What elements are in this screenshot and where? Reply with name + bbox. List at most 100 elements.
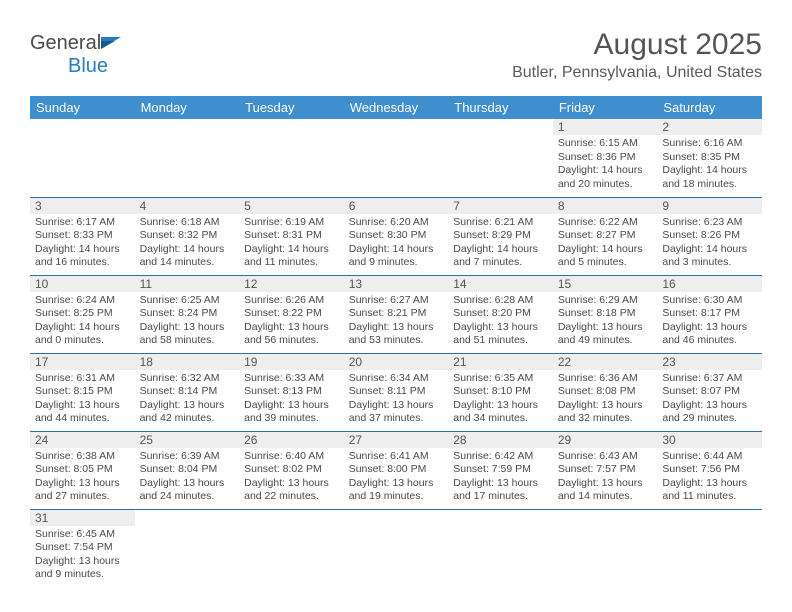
calendar-cell: 20Sunrise: 6:34 AM Sunset: 8:11 PM Dayli…	[344, 353, 449, 431]
calendar-cell: 11Sunrise: 6:25 AM Sunset: 8:24 PM Dayli…	[135, 275, 240, 353]
header: GeneralBlue August 2025 Butler, Pennsylv…	[30, 28, 762, 82]
day-number: 23	[657, 354, 762, 370]
day-details: Sunrise: 6:44 AM Sunset: 7:56 PM Dayligh…	[657, 448, 762, 508]
day-details: Sunrise: 6:22 AM Sunset: 8:27 PM Dayligh…	[553, 214, 658, 274]
day-number: 31	[30, 510, 135, 526]
calendar-cell: ..	[448, 119, 553, 197]
day-header: Sunday	[30, 96, 135, 119]
day-number: 9	[657, 198, 762, 214]
day-details: Sunrise: 6:33 AM Sunset: 8:13 PM Dayligh…	[239, 370, 344, 430]
calendar-week-row: 24Sunrise: 6:38 AM Sunset: 8:05 PM Dayli…	[30, 431, 762, 509]
day-details: Sunrise: 6:16 AM Sunset: 8:35 PM Dayligh…	[657, 135, 762, 195]
calendar-cell: 6Sunrise: 6:20 AM Sunset: 8:30 PM Daylig…	[344, 197, 449, 275]
calendar-cell: 17Sunrise: 6:31 AM Sunset: 8:15 PM Dayli…	[30, 353, 135, 431]
day-details: Sunrise: 6:28 AM Sunset: 8:20 PM Dayligh…	[448, 292, 553, 352]
brand-name: GeneralBlue	[30, 32, 123, 78]
day-number: 14	[448, 276, 553, 292]
day-number: 3	[30, 198, 135, 214]
day-number: 26	[239, 432, 344, 448]
day-number: 11	[135, 276, 240, 292]
day-details: Sunrise: 6:30 AM Sunset: 8:17 PM Dayligh…	[657, 292, 762, 352]
day-number: 29	[553, 432, 658, 448]
day-number: 10	[30, 276, 135, 292]
day-number: 7	[448, 198, 553, 214]
calendar-week-row: 3Sunrise: 6:17 AM Sunset: 8:33 PM Daylig…	[30, 197, 762, 275]
day-number: 19	[239, 354, 344, 370]
calendar-cell: 10Sunrise: 6:24 AM Sunset: 8:25 PM Dayli…	[30, 275, 135, 353]
day-details: Sunrise: 6:39 AM Sunset: 8:04 PM Dayligh…	[135, 448, 240, 508]
calendar-cell: ..	[135, 509, 240, 587]
day-number: 20	[344, 354, 449, 370]
calendar-cell: 5Sunrise: 6:19 AM Sunset: 8:31 PM Daylig…	[239, 197, 344, 275]
flag-icon	[101, 32, 123, 55]
calendar-cell: 15Sunrise: 6:29 AM Sunset: 8:18 PM Dayli…	[553, 275, 658, 353]
calendar-cell: 13Sunrise: 6:27 AM Sunset: 8:21 PM Dayli…	[344, 275, 449, 353]
brand-logo: GeneralBlue	[30, 28, 123, 78]
day-number: 25	[135, 432, 240, 448]
day-details: Sunrise: 6:37 AM Sunset: 8:07 PM Dayligh…	[657, 370, 762, 430]
day-number: 13	[344, 276, 449, 292]
calendar-cell: ..	[657, 509, 762, 587]
brand-name-part2: Blue	[68, 55, 108, 77]
brand-name-part1: General	[30, 32, 101, 54]
day-details: Sunrise: 6:36 AM Sunset: 8:08 PM Dayligh…	[553, 370, 658, 430]
day-number: 17	[30, 354, 135, 370]
day-header: Thursday	[448, 96, 553, 119]
page-title: August 2025	[512, 28, 762, 62]
calendar-cell: 21Sunrise: 6:35 AM Sunset: 8:10 PM Dayli…	[448, 353, 553, 431]
calendar-cell: 30Sunrise: 6:44 AM Sunset: 7:56 PM Dayli…	[657, 431, 762, 509]
calendar-cell: 24Sunrise: 6:38 AM Sunset: 8:05 PM Dayli…	[30, 431, 135, 509]
calendar-cell: 28Sunrise: 6:42 AM Sunset: 7:59 PM Dayli…	[448, 431, 553, 509]
calendar-cell: ..	[448, 509, 553, 587]
calendar-cell: 26Sunrise: 6:40 AM Sunset: 8:02 PM Dayli…	[239, 431, 344, 509]
day-number: 21	[448, 354, 553, 370]
calendar-cell: 27Sunrise: 6:41 AM Sunset: 8:00 PM Dayli…	[344, 431, 449, 509]
day-header-row: Sunday Monday Tuesday Wednesday Thursday…	[30, 96, 762, 119]
day-details: Sunrise: 6:42 AM Sunset: 7:59 PM Dayligh…	[448, 448, 553, 508]
calendar-cell: ..	[344, 119, 449, 197]
day-number: 12	[239, 276, 344, 292]
day-details: Sunrise: 6:40 AM Sunset: 8:02 PM Dayligh…	[239, 448, 344, 508]
day-number: 27	[344, 432, 449, 448]
calendar-cell: 25Sunrise: 6:39 AM Sunset: 8:04 PM Dayli…	[135, 431, 240, 509]
day-header: Tuesday	[239, 96, 344, 119]
day-details: Sunrise: 6:38 AM Sunset: 8:05 PM Dayligh…	[30, 448, 135, 508]
day-details: Sunrise: 6:15 AM Sunset: 8:36 PM Dayligh…	[553, 135, 658, 195]
day-number: 6	[344, 198, 449, 214]
day-details: Sunrise: 6:43 AM Sunset: 7:57 PM Dayligh…	[553, 448, 658, 508]
calendar-cell: 14Sunrise: 6:28 AM Sunset: 8:20 PM Dayli…	[448, 275, 553, 353]
day-details: Sunrise: 6:34 AM Sunset: 8:11 PM Dayligh…	[344, 370, 449, 430]
calendar-cell: ..	[30, 119, 135, 197]
calendar-week-row: 17Sunrise: 6:31 AM Sunset: 8:15 PM Dayli…	[30, 353, 762, 431]
day-number: 1	[553, 119, 658, 135]
day-number: 24	[30, 432, 135, 448]
day-header: Friday	[553, 96, 658, 119]
calendar-cell: 1Sunrise: 6:15 AM Sunset: 8:36 PM Daylig…	[553, 119, 658, 197]
day-details: Sunrise: 6:45 AM Sunset: 7:54 PM Dayligh…	[30, 526, 135, 586]
calendar-cell: 7Sunrise: 6:21 AM Sunset: 8:29 PM Daylig…	[448, 197, 553, 275]
calendar-cell: ..	[239, 509, 344, 587]
day-details: Sunrise: 6:27 AM Sunset: 8:21 PM Dayligh…	[344, 292, 449, 352]
day-details: Sunrise: 6:32 AM Sunset: 8:14 PM Dayligh…	[135, 370, 240, 430]
day-number: 28	[448, 432, 553, 448]
day-details: Sunrise: 6:17 AM Sunset: 8:33 PM Dayligh…	[30, 214, 135, 274]
day-header: Monday	[135, 96, 240, 119]
calendar-cell: 12Sunrise: 6:26 AM Sunset: 8:22 PM Dayli…	[239, 275, 344, 353]
day-number: 4	[135, 198, 240, 214]
day-details: Sunrise: 6:41 AM Sunset: 8:00 PM Dayligh…	[344, 448, 449, 508]
day-number: 16	[657, 276, 762, 292]
calendar-cell: 18Sunrise: 6:32 AM Sunset: 8:14 PM Dayli…	[135, 353, 240, 431]
calendar-cell: 2Sunrise: 6:16 AM Sunset: 8:35 PM Daylig…	[657, 119, 762, 197]
day-details: Sunrise: 6:31 AM Sunset: 8:15 PM Dayligh…	[30, 370, 135, 430]
day-header: Wednesday	[344, 96, 449, 119]
day-details: Sunrise: 6:24 AM Sunset: 8:25 PM Dayligh…	[30, 292, 135, 352]
calendar-cell: 19Sunrise: 6:33 AM Sunset: 8:13 PM Dayli…	[239, 353, 344, 431]
day-number: 30	[657, 432, 762, 448]
calendar-week-row: 31Sunrise: 6:45 AM Sunset: 7:54 PM Dayli…	[30, 509, 762, 587]
day-number: 8	[553, 198, 658, 214]
calendar-week-row: ..........1Sunrise: 6:15 AM Sunset: 8:36…	[30, 119, 762, 197]
day-details: Sunrise: 6:26 AM Sunset: 8:22 PM Dayligh…	[239, 292, 344, 352]
calendar-table: Sunday Monday Tuesday Wednesday Thursday…	[30, 96, 762, 587]
calendar-cell: ..	[344, 509, 449, 587]
calendar-cell: 8Sunrise: 6:22 AM Sunset: 8:27 PM Daylig…	[553, 197, 658, 275]
